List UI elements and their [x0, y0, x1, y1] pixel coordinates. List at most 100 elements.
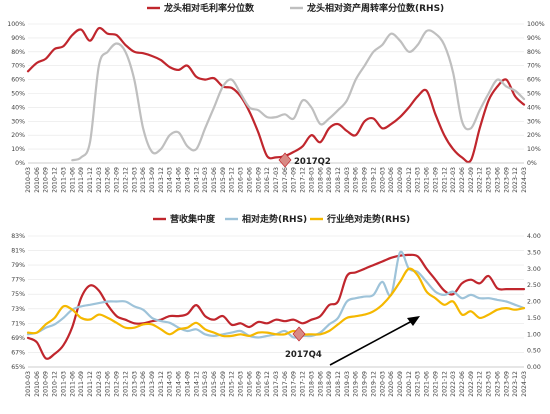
x-tick-label: 2019-03: [344, 167, 351, 193]
x-tick-label: 2022-12: [477, 371, 484, 397]
trend-arrow-head: [407, 316, 420, 326]
x-tick-label: 2022-03: [450, 167, 457, 193]
x-tick-label: 2014-12: [193, 167, 200, 193]
x-tick-label: 2020-09: [397, 167, 404, 193]
marker-label-2017q2: 2017Q2: [294, 157, 331, 167]
x-tick-label: 2018-03: [308, 167, 315, 193]
y-tick-label: 50%: [11, 91, 25, 98]
y-tick-label: 69%: [11, 335, 25, 342]
series-line-top-0: [26, 26, 526, 164]
bottom-marker-2017q4: 2017Q4: [285, 326, 322, 360]
diamond-marker: [292, 326, 306, 342]
legend-label-industry: 行业绝对走势(RHS): [326, 213, 410, 225]
x-tick-label: 2012-06: [105, 167, 112, 193]
x-tick-label: 2018-09: [326, 371, 333, 397]
y-tick-label: 80%: [11, 49, 25, 56]
x-tick-label: 2019-09: [362, 167, 369, 193]
marker-label-2017q4: 2017Q4: [285, 350, 322, 360]
x-tick-label: 2023-09: [503, 167, 510, 193]
x-tick-label: 2015-12: [229, 371, 236, 397]
x-tick-label: 2015-12: [229, 167, 236, 193]
x-tick-label: 2013-12: [158, 371, 165, 397]
x-tick-label: 2017-09: [291, 371, 298, 397]
x-tick-label: 2021-09: [432, 371, 439, 397]
y2-tick-label: 40%: [527, 104, 541, 111]
x-tick-label: 2020-06: [388, 371, 395, 397]
x-tick-label: 2022-06: [459, 371, 466, 397]
x-tick-label: 2024-03: [521, 167, 528, 193]
y2-tick-label: 10%: [527, 146, 541, 153]
x-tick-label: 2020-03: [379, 371, 386, 397]
x-tick-label: 2014-09: [184, 167, 191, 193]
x-tick-label: 2012-09: [114, 371, 121, 397]
x-tick-label: 2012-12: [122, 167, 129, 193]
x-tick-label: 2020-06: [388, 167, 395, 193]
bottom-right-axis: 0.00 0.50 1.00 1.50 2.00 2.50 3.00 3.50 4.00: [527, 233, 541, 371]
x-tick-label: 2014-06: [176, 371, 183, 397]
x-tick-label: 2014-12: [193, 371, 200, 397]
x-tick-label: 2016-06: [246, 371, 253, 397]
x-tick-label: 2012-06: [105, 371, 112, 397]
x-tick-label: 2018-12: [335, 167, 342, 193]
y2-tick-label: 20%: [527, 132, 541, 139]
x-tick-label: 2021-03: [415, 167, 422, 193]
legend-label-relative: 相对走势(RHS): [242, 213, 307, 225]
series-line-bot-0: [26, 253, 526, 360]
x-tick-label: 2016-12: [264, 371, 271, 397]
x-tick-label: 2011-06: [69, 371, 76, 397]
y-tick-label: 30%: [11, 118, 25, 125]
y2-tick-label: 3.50: [527, 249, 541, 256]
y-tick-label: 67%: [11, 349, 25, 356]
y2-tick-label: 0.50: [527, 348, 541, 355]
x-tick-label: 2017-12: [300, 371, 307, 397]
bottom-series-lines: [26, 250, 526, 360]
y-tick-label: 83%: [11, 233, 25, 240]
x-tick-label: 2011-09: [78, 371, 85, 397]
y2-tick-label: 90%: [527, 35, 541, 42]
legend-label-concentration: 营收集中度: [170, 213, 216, 225]
y-tick-label: 65%: [11, 364, 25, 371]
x-tick-label: 2015-03: [202, 371, 209, 397]
bottom-left-axis: 65% 67% 69% 71% 73% 75% 77% 79% 81% 83%: [11, 233, 25, 371]
x-tick-label: 2018-12: [335, 371, 342, 397]
y-tick-label: 10%: [11, 146, 25, 153]
x-tick-label: 2010-06: [34, 371, 41, 397]
x-tick-label: 2017-03: [273, 167, 280, 193]
x-tick-label: 2010-09: [43, 371, 50, 397]
x-tick-label: 2017-09: [291, 167, 298, 193]
y-tick-label: 75%: [11, 291, 25, 298]
x-tick-label: 2015-03: [202, 167, 209, 193]
series-line-bot-2: [26, 267, 526, 338]
x-tick-label: 2013-06: [140, 167, 147, 193]
x-tick-label: 2022-12: [477, 167, 484, 193]
y-tick-label: 77%: [11, 277, 25, 284]
x-tick-label: 2010-09: [43, 167, 50, 193]
x-tick-label: 2017-03: [273, 371, 280, 397]
y-tick-label: 0%: [15, 160, 25, 167]
x-tick-label: 2020-03: [379, 167, 386, 193]
x-tick-label: 2011-06: [69, 167, 76, 193]
bottom-chart: 65% 67% 69% 71% 73% 75% 77% 79% 81% 83% 0.00 0.50 1…: [11, 213, 541, 397]
x-tick-label: 2018-06: [317, 371, 324, 397]
y-tick-label: 70%: [11, 63, 25, 70]
x-tick-label: 2021-12: [441, 371, 448, 397]
x-tick-label: 2018-03: [308, 371, 315, 397]
x-tick-label: 2021-03: [415, 371, 422, 397]
x-tick-label: 2017-06: [282, 167, 289, 193]
x-tick-label: 2012-03: [96, 371, 103, 397]
y-tick-label: 71%: [11, 320, 25, 327]
x-tick-label: 2016-06: [246, 167, 253, 193]
x-tick-label: 2023-09: [503, 371, 510, 397]
bottom-legend: 营收集中度 相对走势(RHS) 行业绝对走势(RHS): [153, 213, 410, 225]
top-series-lines: [26, 26, 526, 164]
x-tick-label: 2016-03: [238, 167, 245, 193]
top-gridlines: [28, 23, 524, 164]
x-tick-label: 2010-06: [34, 167, 41, 193]
x-tick-label: 2022-09: [468, 371, 475, 397]
y-tick-label: 60%: [11, 77, 25, 84]
x-tick-label: 2011-12: [87, 167, 94, 193]
x-tick-label: 2011-03: [60, 167, 67, 193]
trend-arrow-shaft: [329, 320, 413, 366]
x-tick-label: 2019-09: [362, 371, 369, 397]
x-tick-label: 2023-06: [494, 167, 501, 193]
